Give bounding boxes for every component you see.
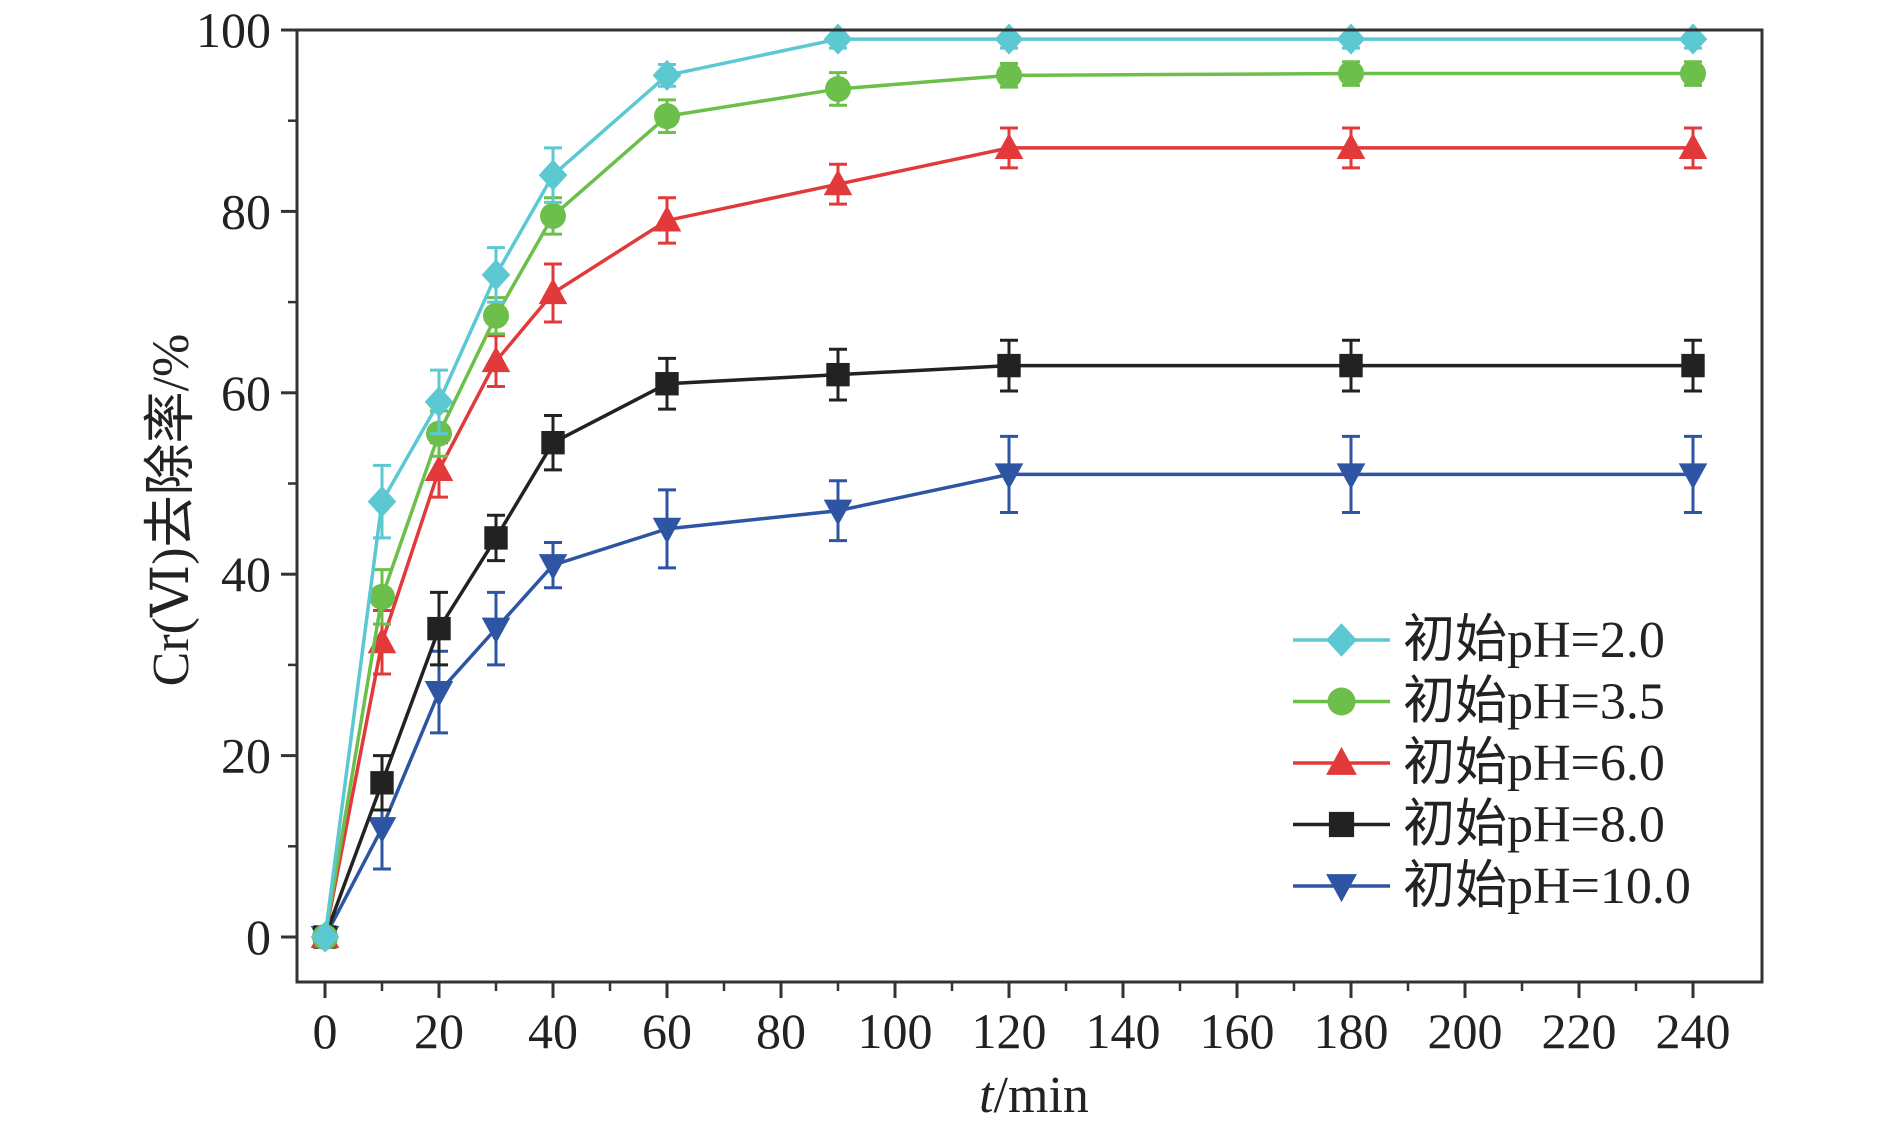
legend-label: 初始pH=8.0 <box>1403 797 1665 854</box>
legend-marker <box>1326 874 1357 903</box>
legend-marker <box>1326 746 1357 775</box>
data-point <box>652 59 682 91</box>
legend-label: 初始pH=3.5 <box>1403 674 1665 731</box>
data-point <box>484 526 508 550</box>
legend-marker <box>1326 623 1357 657</box>
data-point <box>823 23 853 55</box>
x-tick-label: 160 <box>1200 1003 1275 1059</box>
series-line <box>323 472 1693 938</box>
legend-label: 初始pH=10.0 <box>1403 858 1691 915</box>
x-tick-label: 20 <box>414 1003 464 1059</box>
x-tick-label: 220 <box>1542 1003 1617 1059</box>
legend-item: 初始pH=6.0 <box>1293 735 1665 792</box>
data-point <box>483 302 509 329</box>
data-point <box>424 386 454 418</box>
y-tick-label: 40 <box>221 546 271 602</box>
legend-label: 初始pH=6.0 <box>1403 735 1665 792</box>
y-tick-label: 20 <box>221 728 271 784</box>
data-point <box>481 346 511 373</box>
data-point <box>1336 132 1366 159</box>
data-point <box>652 205 682 232</box>
legend-item: 初始pH=8.0 <box>1293 797 1665 854</box>
legend-item: 初始pH=10.0 <box>1293 858 1691 915</box>
data-point <box>654 103 680 130</box>
x-tick-label: 80 <box>756 1003 806 1059</box>
y-tick-label: 100 <box>196 2 271 58</box>
data-point <box>1680 60 1706 87</box>
legend-item: 初始pH=2.0 <box>1293 612 1665 669</box>
data-point <box>1336 23 1366 55</box>
x-tick-label: 40 <box>528 1003 578 1059</box>
plot-frame <box>295 28 1764 984</box>
data-point <box>541 430 565 455</box>
legend-item: 初始pH=3.5 <box>1293 674 1665 731</box>
x-tick-label: 140 <box>1086 1003 1161 1059</box>
legend-marker <box>1328 811 1355 838</box>
series-square <box>313 338 1705 949</box>
data-point <box>427 616 451 641</box>
data-point <box>997 353 1021 378</box>
y-tick-label: 60 <box>221 365 271 421</box>
x-tick-label: 100 <box>858 1003 933 1059</box>
series-line <box>323 363 1693 938</box>
data-point <box>538 554 568 581</box>
data-point <box>1681 353 1705 378</box>
y-axis-title: Cr(Ⅵ)去除率/% <box>143 334 200 687</box>
series-diamond <box>310 23 1708 953</box>
x-tick-label: 200 <box>1428 1003 1503 1059</box>
x-tick-label: 60 <box>642 1003 692 1059</box>
legend-marker <box>1327 687 1356 716</box>
data-point <box>481 259 511 291</box>
data-point <box>994 463 1024 490</box>
x-axis-title: t/min <box>979 1067 1089 1124</box>
data-point <box>367 486 397 518</box>
legend-label: 初始pH=2.0 <box>1403 612 1665 669</box>
data-point <box>823 499 853 526</box>
data-point <box>369 583 395 610</box>
data-point <box>481 617 511 644</box>
data-point <box>996 62 1022 89</box>
data-point <box>540 202 566 229</box>
data-point <box>994 132 1024 159</box>
data-point <box>370 771 394 795</box>
data-point <box>655 372 679 396</box>
x-tick-label: 120 <box>972 1003 1047 1059</box>
data-point <box>826 362 850 387</box>
x-tick-label: 180 <box>1314 1003 1389 1059</box>
data-point <box>1336 463 1366 490</box>
data-point <box>1338 60 1364 87</box>
data-point <box>367 817 397 844</box>
series-triangle-up <box>310 126 1708 949</box>
data-point <box>424 454 454 481</box>
series-line <box>323 37 1693 938</box>
data-point <box>1678 23 1708 55</box>
series-circle <box>312 60 1706 950</box>
data-point <box>1678 463 1708 490</box>
x-tick-label: 0 <box>313 1003 338 1059</box>
data-point <box>310 921 340 953</box>
data-point <box>823 169 853 196</box>
data-point <box>652 517 682 544</box>
data-point <box>424 681 454 708</box>
data-point <box>825 75 851 102</box>
series-line <box>323 146 1693 938</box>
data-point <box>538 278 568 305</box>
y-tick-label: 80 <box>221 183 271 239</box>
y-tick-label: 0 <box>246 909 271 965</box>
data-point <box>538 159 568 191</box>
data-point <box>994 23 1024 55</box>
data-point <box>1339 353 1363 378</box>
x-tick-label: 240 <box>1656 1003 1731 1059</box>
data-point <box>1678 132 1708 159</box>
series-line <box>323 71 1693 938</box>
